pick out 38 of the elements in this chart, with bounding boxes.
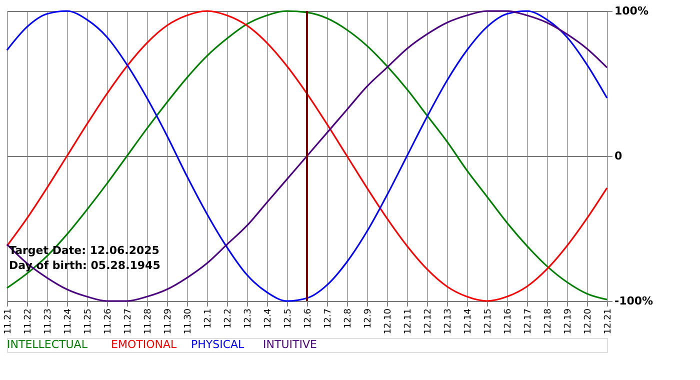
x-tick-label: 12.5 — [284, 308, 294, 329]
x-tick-label: 11.25 — [84, 308, 94, 334]
y-tick-label: 0 — [614, 150, 622, 162]
x-tick-label: 12.8 — [344, 308, 354, 329]
text: INTELLECTUAL — [7, 338, 88, 351]
y-tick-label: 100% — [614, 4, 648, 18]
x-tick-label: 12.6 — [304, 308, 314, 329]
x-tick-label: 12.15 — [484, 308, 494, 334]
x-tick-label: 12.16 — [504, 308, 514, 334]
x-tick-label: 11.22 — [24, 308, 34, 334]
x-tick-label: 12.19 — [564, 308, 574, 334]
x-tick-label: 12.13 — [444, 308, 454, 334]
x-tick-label: 11.23 — [44, 308, 54, 334]
x-tick-label: 12.18 — [544, 308, 554, 334]
x-tick-label: 11.28 — [144, 308, 154, 334]
x-tick-label: 11.30 — [184, 308, 194, 334]
x-tick-label: 12.10 — [384, 308, 394, 334]
y-tick-label: -100% — [614, 294, 654, 308]
x-tick-label: 12.3 — [244, 308, 254, 329]
x-tick-label: 12.1 — [204, 308, 214, 329]
x-tick-label: 12.9 — [364, 308, 374, 329]
x-tick-label: 12.20 — [584, 308, 594, 334]
x-tick-label: 11.27 — [124, 308, 134, 334]
x-tick-label: 12.2 — [224, 308, 234, 329]
x-tick-label: 11.21 — [4, 308, 14, 334]
text: INTUITIVE — [263, 338, 317, 351]
x-tick-label: 12.11 — [404, 308, 414, 334]
x-tick-label: 12.21 — [604, 308, 614, 334]
text: PHYSICAL — [191, 338, 246, 351]
x-tick-label: 11.29 — [164, 308, 174, 334]
x-tick-label: 12.14 — [464, 308, 474, 334]
x-tick-label: 12.7 — [324, 308, 334, 329]
x-tick-label: 12.17 — [524, 308, 534, 334]
x-tick-label: 12.12 — [424, 308, 434, 334]
x-tick-label: 11.26 — [104, 308, 114, 334]
x-tick-label: 11.24 — [64, 308, 74, 334]
x-tick-label: 12.4 — [264, 308, 274, 329]
text: EMOTIONAL — [111, 338, 178, 351]
